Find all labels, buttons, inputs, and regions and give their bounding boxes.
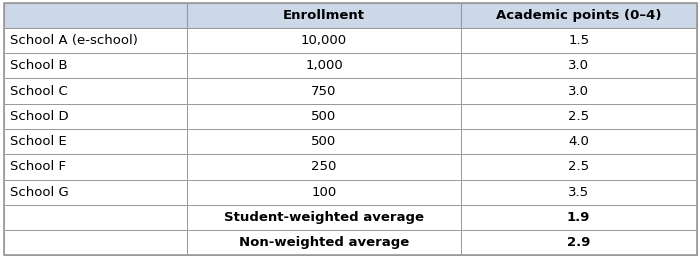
Bar <box>4 78 187 104</box>
Text: School D: School D <box>10 110 69 123</box>
Bar <box>187 205 461 230</box>
Text: 3.0: 3.0 <box>568 59 589 72</box>
Text: 500: 500 <box>312 135 337 148</box>
Bar <box>461 129 696 154</box>
Text: School A (e-school): School A (e-school) <box>10 34 139 47</box>
Text: School C: School C <box>10 85 69 98</box>
Bar <box>4 53 187 78</box>
Bar <box>4 205 187 230</box>
Text: School F: School F <box>10 160 66 173</box>
Text: 100: 100 <box>312 186 337 199</box>
Bar <box>461 3 696 28</box>
Text: 3.5: 3.5 <box>568 186 589 199</box>
Bar <box>461 28 696 53</box>
Bar <box>4 129 187 154</box>
Text: Student-weighted average: Student-weighted average <box>224 211 424 224</box>
Bar <box>4 3 187 28</box>
Bar <box>187 3 461 28</box>
Bar <box>187 78 461 104</box>
Bar <box>4 230 187 255</box>
Bar <box>187 104 461 129</box>
Text: School B: School B <box>10 59 68 72</box>
Bar <box>461 180 696 205</box>
Text: 4.0: 4.0 <box>568 135 589 148</box>
Bar <box>187 154 461 180</box>
Text: 2.5: 2.5 <box>568 160 589 173</box>
Text: 1.5: 1.5 <box>568 34 589 47</box>
Bar <box>4 104 187 129</box>
Bar <box>461 104 696 129</box>
Bar <box>187 129 461 154</box>
Text: Non-weighted average: Non-weighted average <box>239 236 409 249</box>
Bar <box>461 78 696 104</box>
Bar <box>461 154 696 180</box>
Text: 1,000: 1,000 <box>305 59 343 72</box>
Bar <box>187 180 461 205</box>
Bar <box>4 154 187 180</box>
Text: School E: School E <box>10 135 67 148</box>
Text: Academic points (0–4): Academic points (0–4) <box>496 9 662 22</box>
Bar <box>461 230 696 255</box>
Bar <box>187 28 461 53</box>
Text: 3.0: 3.0 <box>568 85 589 98</box>
Text: 2.5: 2.5 <box>568 110 589 123</box>
Bar <box>187 53 461 78</box>
Text: Enrollment: Enrollment <box>283 9 365 22</box>
Text: 250: 250 <box>312 160 337 173</box>
Text: School G: School G <box>10 186 69 199</box>
Bar <box>4 28 187 53</box>
Text: 500: 500 <box>312 110 337 123</box>
Bar <box>187 230 461 255</box>
Bar <box>4 180 187 205</box>
Text: 750: 750 <box>312 85 337 98</box>
Text: 10,000: 10,000 <box>301 34 347 47</box>
Text: 1.9: 1.9 <box>567 211 590 224</box>
Bar <box>461 205 696 230</box>
Bar <box>461 53 696 78</box>
Text: 2.9: 2.9 <box>567 236 590 249</box>
